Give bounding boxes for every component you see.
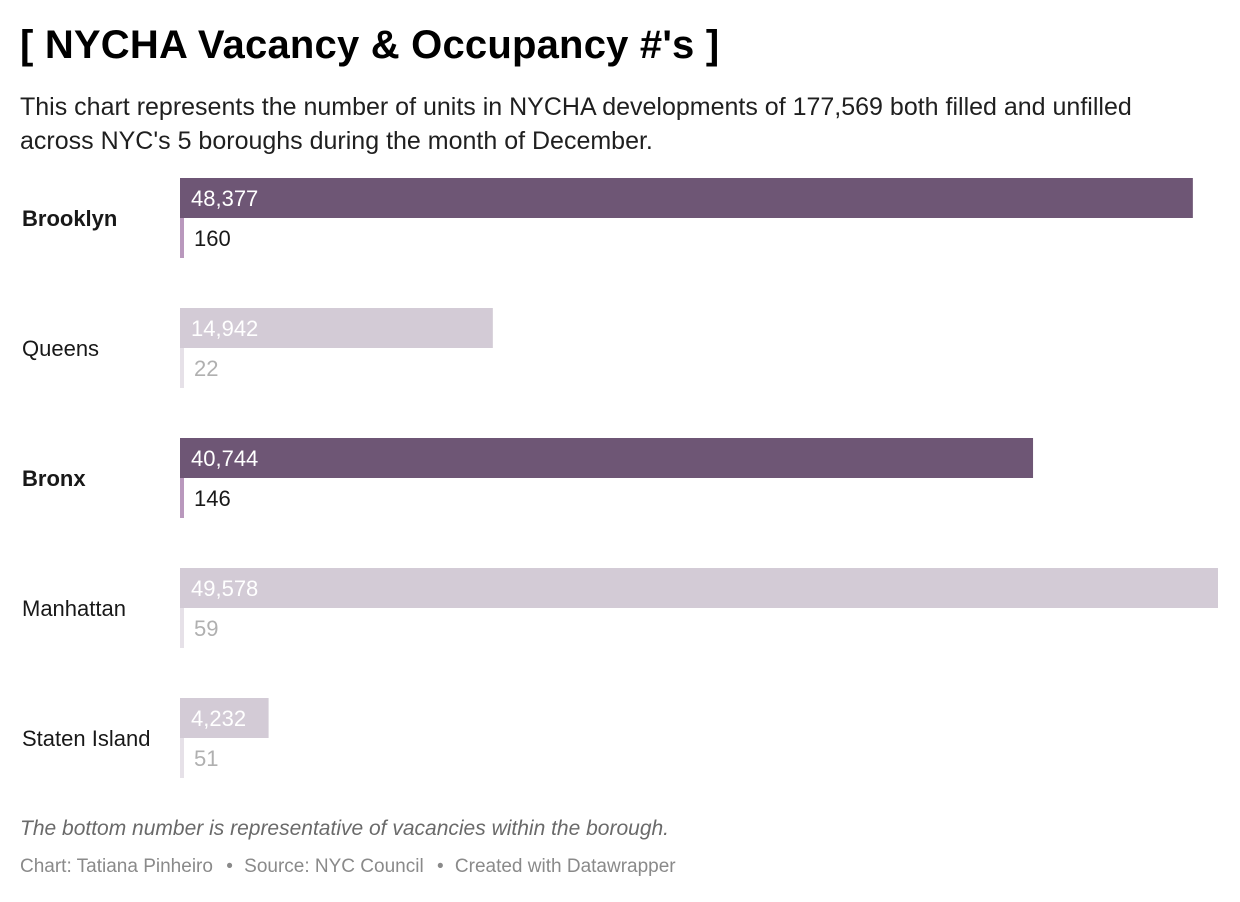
- value-label-occupied: 4,232: [191, 706, 246, 731]
- category-label: Queens: [22, 336, 99, 361]
- value-label-occupied: 40,744: [191, 446, 258, 471]
- chart-subtitle: This chart represents the number of unit…: [20, 93, 1132, 155]
- value-label-vacant: 160: [194, 226, 231, 251]
- bar-vacant: [180, 348, 184, 388]
- source-link[interactable]: Source: NYC Council: [244, 856, 424, 877]
- chart-credit: Chart: Tatiana Pinheiro: [20, 856, 213, 877]
- value-label-vacant: 51: [194, 746, 218, 771]
- chart-footer: Chart: Tatiana Pinheiro • Source: NYC Co…: [20, 856, 676, 878]
- footer-separator: •: [226, 856, 233, 877]
- bar-vacant: [180, 218, 184, 258]
- category-label: Bronx: [22, 466, 86, 491]
- value-label-vacant: 22: [194, 356, 218, 381]
- bar-vacant: [180, 738, 184, 778]
- category-label: Manhattan: [22, 596, 126, 621]
- value-label-vacant: 146: [194, 486, 231, 511]
- value-label-occupied: 14,942: [191, 316, 258, 341]
- footer-separator: •: [436, 856, 444, 877]
- bar-occupied: [180, 698, 269, 738]
- bar-occupied: [180, 438, 1034, 478]
- category-label: Staten Island: [22, 726, 150, 751]
- bar-vacant: [180, 608, 184, 648]
- value-label-occupied: 48,377: [191, 186, 258, 211]
- category-label: Brooklyn: [22, 206, 117, 231]
- bar-occupied: [180, 568, 1218, 608]
- value-label-vacant: 59: [194, 616, 218, 641]
- bar-occupied: [180, 178, 1193, 218]
- value-label-occupied: 49,578: [191, 576, 258, 601]
- bar-vacant: [180, 478, 184, 518]
- bar-occupied: [180, 308, 493, 348]
- chart-notes: The bottom number is representative of v…: [20, 817, 670, 840]
- chart-title: [ NYCHA Vacancy & Occupancy #'s ]: [20, 23, 720, 67]
- datawrapper-link[interactable]: Created with Datawrapper: [454, 856, 676, 877]
